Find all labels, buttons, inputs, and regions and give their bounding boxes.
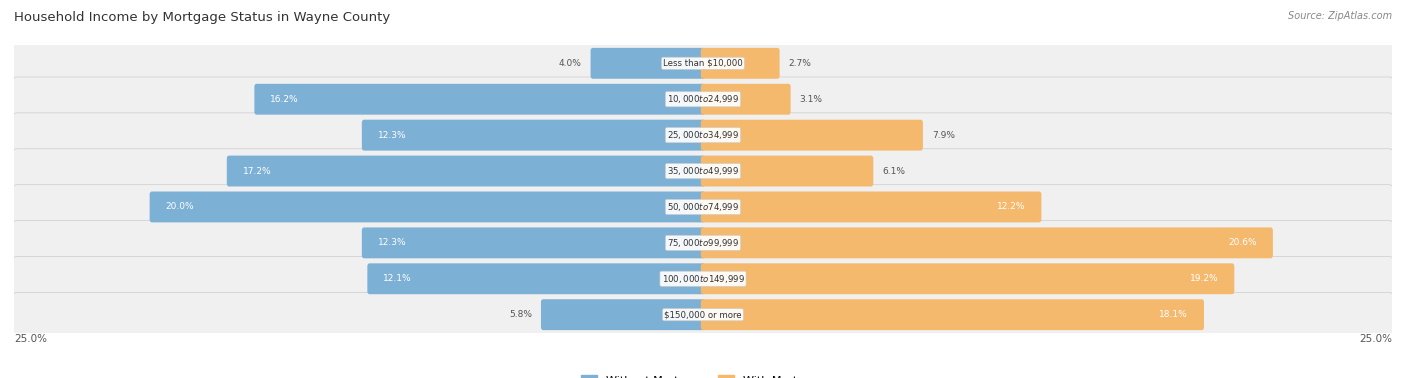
FancyBboxPatch shape <box>367 263 706 294</box>
Text: 12.3%: 12.3% <box>378 131 406 139</box>
Text: 12.3%: 12.3% <box>378 239 406 247</box>
FancyBboxPatch shape <box>700 48 779 79</box>
FancyBboxPatch shape <box>13 257 1393 301</box>
Text: 3.1%: 3.1% <box>800 95 823 104</box>
Text: Less than $10,000: Less than $10,000 <box>664 59 742 68</box>
Text: $50,000 to $74,999: $50,000 to $74,999 <box>666 201 740 213</box>
Legend: Without Mortgage, With Mortgage: Without Mortgage, With Mortgage <box>576 370 830 378</box>
Text: 18.1%: 18.1% <box>1160 310 1188 319</box>
FancyBboxPatch shape <box>13 113 1393 157</box>
FancyBboxPatch shape <box>13 77 1393 121</box>
Text: $25,000 to $34,999: $25,000 to $34,999 <box>666 129 740 141</box>
FancyBboxPatch shape <box>13 293 1393 337</box>
Text: 12.1%: 12.1% <box>384 274 412 283</box>
Text: $75,000 to $99,999: $75,000 to $99,999 <box>666 237 740 249</box>
FancyBboxPatch shape <box>226 156 706 186</box>
Text: 12.2%: 12.2% <box>997 203 1025 211</box>
FancyBboxPatch shape <box>361 228 706 258</box>
Text: 5.8%: 5.8% <box>509 310 531 319</box>
Text: 25.0%: 25.0% <box>14 335 46 344</box>
Text: $35,000 to $49,999: $35,000 to $49,999 <box>666 165 740 177</box>
Text: $100,000 to $149,999: $100,000 to $149,999 <box>661 273 745 285</box>
FancyBboxPatch shape <box>700 84 790 115</box>
Text: 19.2%: 19.2% <box>1189 274 1219 283</box>
FancyBboxPatch shape <box>700 120 922 150</box>
Text: 20.6%: 20.6% <box>1229 239 1257 247</box>
FancyBboxPatch shape <box>700 299 1204 330</box>
Text: 17.2%: 17.2% <box>243 167 271 175</box>
Text: 16.2%: 16.2% <box>270 95 299 104</box>
FancyBboxPatch shape <box>13 185 1393 229</box>
Text: Source: ZipAtlas.com: Source: ZipAtlas.com <box>1288 11 1392 21</box>
Text: 20.0%: 20.0% <box>166 203 194 211</box>
Text: 25.0%: 25.0% <box>1360 335 1392 344</box>
FancyBboxPatch shape <box>700 156 873 186</box>
Text: $150,000 or more: $150,000 or more <box>664 310 742 319</box>
Text: 6.1%: 6.1% <box>882 167 905 175</box>
FancyBboxPatch shape <box>361 120 706 150</box>
FancyBboxPatch shape <box>13 41 1393 85</box>
FancyBboxPatch shape <box>149 192 706 222</box>
Text: 7.9%: 7.9% <box>932 131 955 139</box>
FancyBboxPatch shape <box>700 192 1042 222</box>
Text: $10,000 to $24,999: $10,000 to $24,999 <box>666 93 740 105</box>
FancyBboxPatch shape <box>700 263 1234 294</box>
Text: 4.0%: 4.0% <box>558 59 582 68</box>
FancyBboxPatch shape <box>700 228 1272 258</box>
FancyBboxPatch shape <box>591 48 706 79</box>
FancyBboxPatch shape <box>541 299 706 330</box>
FancyBboxPatch shape <box>254 84 706 115</box>
FancyBboxPatch shape <box>13 149 1393 193</box>
Text: 2.7%: 2.7% <box>789 59 811 68</box>
Text: Household Income by Mortgage Status in Wayne County: Household Income by Mortgage Status in W… <box>14 11 391 24</box>
FancyBboxPatch shape <box>13 221 1393 265</box>
